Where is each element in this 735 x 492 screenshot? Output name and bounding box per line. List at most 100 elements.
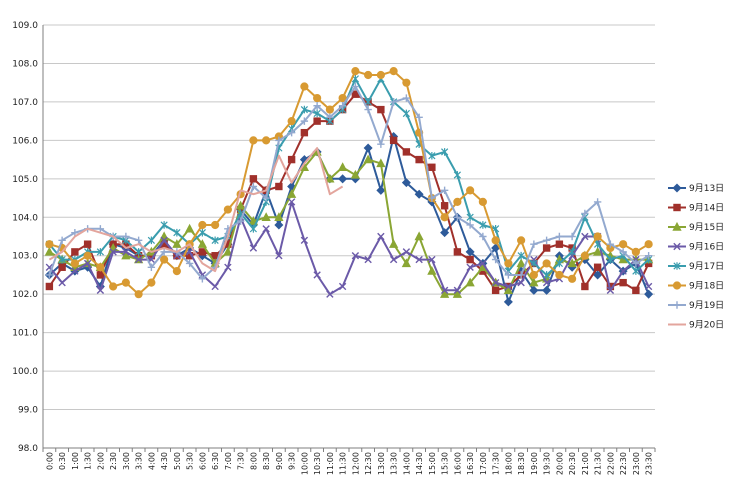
data-point <box>453 248 462 256</box>
data-point <box>109 282 118 291</box>
data-point <box>326 290 334 298</box>
x-tick-label: 23:30 <box>645 452 654 475</box>
data-point <box>351 252 360 260</box>
data-point <box>377 105 385 114</box>
data-point <box>338 174 348 184</box>
data-point <box>325 173 335 183</box>
x-tick-label: 2:30 <box>109 452 118 470</box>
data-point <box>478 197 487 206</box>
x-tick-label: 7:00 <box>224 452 233 470</box>
legend-label: 9月16日 <box>689 242 724 253</box>
data-point <box>83 240 92 248</box>
data-point <box>594 240 602 248</box>
data-point <box>428 151 436 160</box>
data-point <box>568 248 576 256</box>
x-tick-label: 17:00 <box>479 452 488 475</box>
data-point <box>414 231 424 241</box>
data-point <box>542 244 551 252</box>
data-point <box>223 246 233 256</box>
data-point <box>402 109 410 118</box>
data-point <box>71 228 79 237</box>
data-point <box>287 155 296 164</box>
data-point <box>644 282 653 291</box>
data-point <box>567 258 577 268</box>
data-point <box>389 255 398 264</box>
data-point <box>581 282 589 291</box>
data-point <box>274 212 284 221</box>
data-point <box>58 236 66 245</box>
data-point <box>71 267 79 275</box>
data-point <box>479 221 487 229</box>
x-tick-label: 1:00 <box>71 452 80 470</box>
data-point <box>96 248 104 256</box>
x-tick-label: 4:00 <box>147 452 156 470</box>
y-tick-label: 100.0 <box>12 367 38 377</box>
data-point <box>517 236 526 245</box>
legend-marker <box>672 221 682 231</box>
x-tick-label: 17:30 <box>492 452 501 475</box>
data-point <box>593 198 602 206</box>
data-point <box>555 259 563 268</box>
y-tick-label: 99.0 <box>18 406 38 416</box>
data-point <box>593 263 602 271</box>
legend-label: 9月15日 <box>689 222 724 233</box>
data-point <box>529 285 539 295</box>
data-point <box>428 255 436 264</box>
data-point <box>325 105 334 114</box>
y-tick-label: 101.0 <box>12 329 38 339</box>
data-point <box>350 169 361 179</box>
data-point <box>389 67 398 76</box>
data-point <box>530 240 538 248</box>
x-tick-label: 21:00 <box>581 452 590 475</box>
data-point <box>542 236 551 245</box>
data-point <box>351 82 360 91</box>
x-tick-label: 16:30 <box>466 452 475 475</box>
x-tick-label: 20:30 <box>568 452 577 475</box>
series-6 <box>45 67 653 299</box>
data-point <box>45 282 54 291</box>
data-point <box>415 255 423 264</box>
data-point <box>363 154 373 164</box>
x-tick-label: 23:00 <box>632 452 641 475</box>
data-point <box>619 278 627 287</box>
data-point <box>45 240 54 249</box>
data-point <box>45 271 54 279</box>
x-tick-label: 19:30 <box>543 452 552 475</box>
data-point <box>555 232 564 241</box>
data-point <box>504 282 513 291</box>
data-point <box>517 278 525 287</box>
data-point <box>338 282 347 291</box>
data-point <box>236 217 245 225</box>
legend-label: 9月13日 <box>689 183 724 194</box>
data-point <box>542 259 551 268</box>
data-point <box>543 271 551 279</box>
data-point <box>440 286 449 295</box>
data-point <box>631 247 640 256</box>
data-point <box>287 198 296 206</box>
data-point <box>402 148 411 156</box>
data-point <box>529 270 538 280</box>
data-point <box>491 255 500 264</box>
series-8 <box>48 147 344 273</box>
data-point <box>491 286 500 295</box>
data-point <box>466 213 474 222</box>
x-tick-label: 11:30 <box>339 452 348 475</box>
x-tick-label: 6:30 <box>211 452 220 470</box>
data-point <box>530 259 538 268</box>
y-tick-label: 103.0 <box>12 252 38 262</box>
data-point <box>122 232 130 241</box>
x-tick-label: 0:00 <box>45 452 54 470</box>
data-point <box>415 155 423 164</box>
data-point <box>300 236 309 245</box>
x-tick-label: 16:00 <box>453 452 462 475</box>
legend-label: 9月18日 <box>689 281 724 292</box>
legend-entry: 9月13日 <box>668 183 724 194</box>
legend-marker <box>673 203 681 212</box>
data-point <box>300 117 309 125</box>
x-tick-label: 1:30 <box>84 452 93 470</box>
data-point <box>71 248 79 256</box>
data-point <box>197 239 208 248</box>
data-point <box>135 248 143 256</box>
data-point <box>185 259 194 268</box>
